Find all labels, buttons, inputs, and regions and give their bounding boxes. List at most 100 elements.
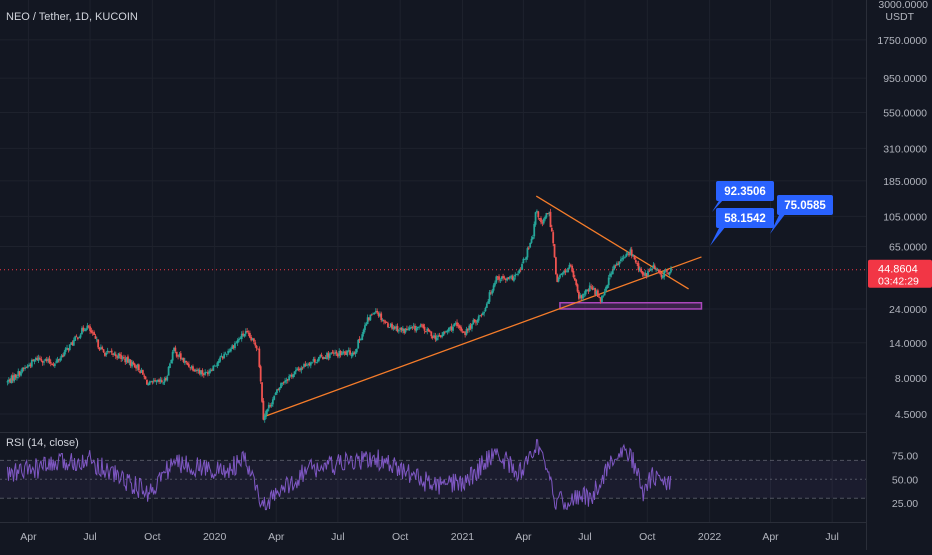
candle-body [170, 359, 173, 364]
candle-body [236, 339, 239, 344]
candle-body [615, 263, 618, 266]
candle-body [158, 379, 161, 382]
rsi-axis[interactable]: 75.00 50.00 25.00 [892, 451, 918, 510]
candle-body [117, 353, 120, 359]
candle-body [265, 411, 267, 417]
candle-body [487, 301, 490, 304]
price-axis-label: 550.0000 [883, 107, 927, 119]
candle-body [219, 357, 221, 362]
candle-body [625, 254, 628, 257]
candle-body [416, 326, 419, 328]
candle-body [380, 313, 383, 321]
time-axis-label: 2022 [698, 531, 722, 543]
candle-body [591, 287, 594, 290]
candle-body [632, 254, 634, 257]
candle-body [211, 369, 213, 371]
price-callouts[interactable]: 92.3506 58.1542 75.0585 [710, 181, 833, 246]
symbol-title[interactable]: NEO / Tether, 1D, KUCOIN [6, 11, 138, 23]
candle-body [472, 320, 475, 325]
price-axis-label: 4.5000 [895, 409, 927, 421]
callout-92[interactable]: 92.3506 [712, 181, 774, 212]
candle-body [288, 376, 291, 381]
callout-92-box [716, 181, 774, 201]
candle-body [540, 218, 542, 223]
candle-body [144, 376, 147, 379]
candle-body [228, 350, 231, 352]
candle-body [443, 331, 446, 333]
candle-body [403, 328, 406, 333]
candle-body [441, 334, 444, 337]
candle-body [135, 366, 137, 369]
candle-body [503, 277, 506, 279]
candle-body [668, 271, 671, 275]
candle-body [357, 339, 360, 349]
candle-body [248, 332, 251, 338]
candle-body [24, 367, 26, 369]
candle-body [560, 273, 563, 276]
ascending-support-trendline[interactable] [263, 256, 702, 418]
price-axis-label: 185.0000 [883, 176, 927, 188]
descending-resistance-trendline[interactable] [535, 195, 689, 290]
last-price-countdown: 03:42:29 [878, 276, 919, 288]
candle-body [571, 265, 574, 272]
candle-body [29, 364, 32, 367]
candle-body [175, 351, 178, 357]
candle-body [568, 264, 571, 269]
callout-75-box [777, 195, 833, 215]
candle-body [70, 342, 72, 345]
candle-body [41, 361, 44, 363]
candle-body [68, 344, 71, 351]
candle-body [244, 331, 247, 334]
candle-body [527, 247, 530, 249]
candle-body [580, 295, 583, 299]
candle-body [618, 262, 621, 265]
candle-body [75, 336, 78, 338]
price-axis-top-label: 3000.0000 [878, 0, 928, 11]
candle-body [475, 322, 477, 324]
candle-body [530, 238, 533, 243]
candle-body [11, 375, 14, 381]
time-axis-label: Apr [515, 531, 532, 543]
candle-body [401, 328, 404, 331]
time-axis[interactable]: Apr Jul Oct 2020 Apr Jul Oct 2021 Apr Jul Oct 2022 A… [20, 531, 839, 543]
candle-body [74, 336, 77, 341]
candle-body [30, 360, 33, 367]
candle-body [47, 358, 49, 361]
price-axis-unit: USDT [885, 11, 914, 23]
callout-58-tail [710, 226, 726, 246]
rsi-title[interactable]: RSI (14, close) [6, 437, 79, 449]
candle-body [576, 284, 579, 292]
candle-body [106, 350, 109, 353]
callout-58[interactable]: 58.1542 [710, 208, 774, 246]
candle-body [422, 324, 425, 328]
candle-body [412, 325, 415, 327]
candle-body [369, 314, 372, 321]
drawing-overlays[interactable] [263, 195, 703, 418]
candle-body [517, 273, 519, 275]
candle-body [141, 370, 144, 375]
support-zone[interactable] [559, 301, 703, 310]
candle-body [572, 271, 575, 278]
candle-body [514, 274, 517, 277]
candle-body [189, 367, 192, 369]
candle-body [480, 314, 483, 316]
callout-75[interactable]: 75.0585 [770, 195, 833, 234]
candle-body [255, 345, 258, 349]
candle-body [247, 332, 250, 334]
candle-body [6, 381, 9, 383]
candle-body [349, 350, 351, 355]
candle-body [541, 222, 544, 224]
candle-body [515, 273, 518, 275]
price-axis-label: 65.0000 [889, 241, 927, 253]
candle-body [492, 285, 495, 291]
candle-body [391, 323, 393, 329]
rsi-line [6, 438, 672, 511]
candle-body [594, 288, 597, 295]
candle-body [342, 351, 345, 354]
candle-body [500, 276, 503, 280]
candle-body [110, 350, 113, 353]
